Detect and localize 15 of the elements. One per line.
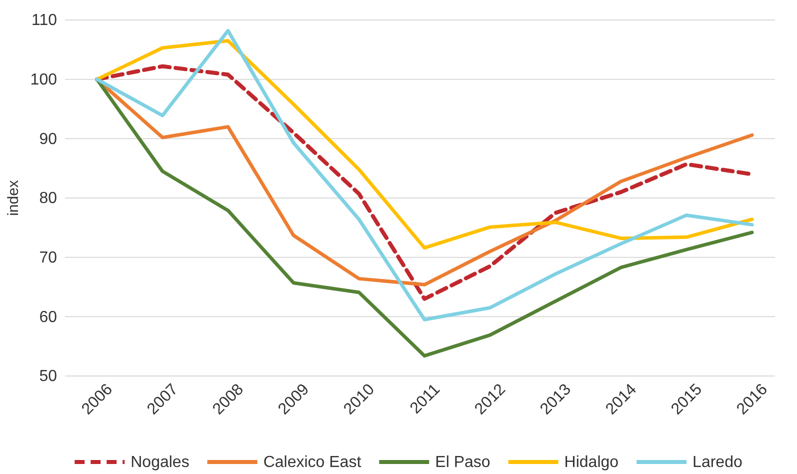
legend-label: Calexico East	[263, 454, 362, 471]
legend-label: Nogales	[130, 454, 190, 471]
y-tick-label: 50	[39, 368, 58, 386]
line-series	[95, 28, 754, 322]
y-tick-label: 90	[39, 130, 58, 148]
y-tick-label: 110	[31, 12, 58, 30]
y-tick-label: 100	[30, 71, 58, 88]
legend-label: Hidalgo	[564, 454, 619, 471]
y-axis-title: index	[5, 180, 22, 216]
y-tick-label: 60	[39, 308, 58, 326]
legend-label: Laredo	[692, 454, 742, 471]
legend-label: El Paso	[435, 454, 490, 471]
y-tick-label: 80	[39, 190, 58, 208]
line-series	[95, 39, 754, 250]
y-tick-label: 70	[39, 249, 58, 266]
